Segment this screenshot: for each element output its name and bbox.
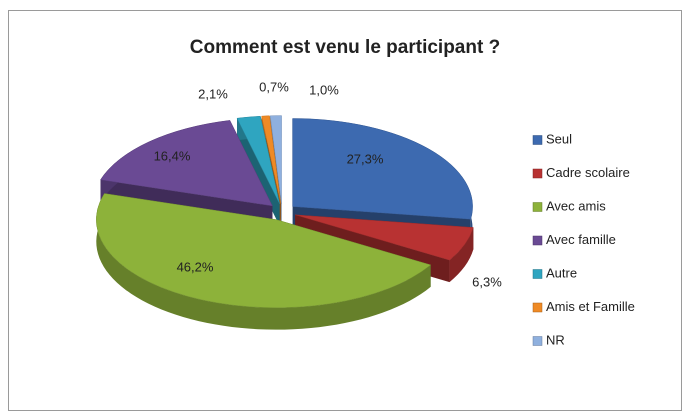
legend-swatch bbox=[532, 269, 543, 279]
legend-swatch bbox=[532, 302, 543, 313]
data-label: 6,3% bbox=[472, 274, 502, 289]
legend-label: Amis et Famille bbox=[546, 299, 635, 314]
legend-swatch bbox=[532, 168, 543, 179]
slice bbox=[96, 193, 432, 330]
legend-swatch bbox=[532, 202, 543, 212]
legend-label: NR bbox=[546, 332, 565, 347]
slice-top bbox=[269, 115, 282, 204]
slice-top bbox=[292, 118, 473, 220]
data-label: 27,3% bbox=[347, 151, 384, 166]
data-label: 16,4% bbox=[154, 148, 191, 163]
data-label: 1,0% bbox=[309, 82, 339, 97]
legend-label: Cadre scolaire bbox=[546, 165, 630, 180]
legend-label: Autre bbox=[546, 265, 577, 280]
chart-title: Comment est venu le participant ? bbox=[190, 37, 500, 58]
slice-top bbox=[96, 193, 432, 308]
data-label: 0,7% bbox=[259, 79, 289, 94]
legend-label: Seul bbox=[546, 131, 572, 146]
slice-side bbox=[96, 193, 431, 330]
legend-label: Avec amis bbox=[546, 198, 606, 213]
legend-swatch bbox=[532, 235, 543, 246]
legend-label: Avec famille bbox=[546, 232, 616, 247]
legend-swatch bbox=[532, 336, 543, 346]
data-label: 46,2% bbox=[177, 259, 214, 274]
slice-top bbox=[100, 120, 273, 207]
legend-swatch bbox=[532, 135, 543, 145]
data-label: 2,1% bbox=[198, 86, 228, 101]
slice-top bbox=[236, 115, 280, 204]
slice-side bbox=[449, 227, 474, 283]
slice-top bbox=[261, 115, 282, 204]
slice-top bbox=[295, 214, 474, 261]
